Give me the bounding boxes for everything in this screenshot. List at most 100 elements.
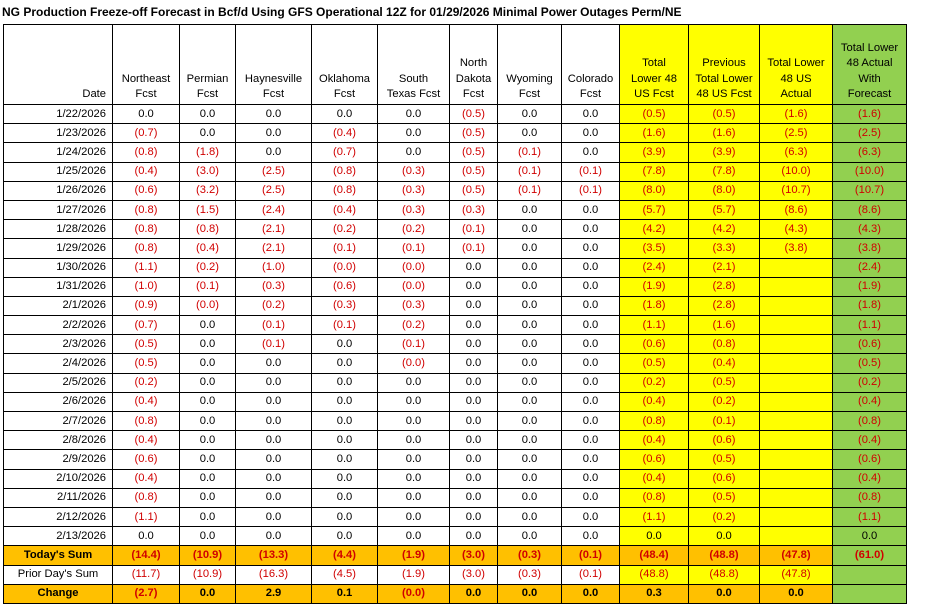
- table-cell: (3.8): [832, 238, 907, 259]
- table-cell: (1.9): [832, 276, 907, 297]
- row-label: 1/23/2026: [3, 123, 113, 144]
- table-cell: (0.4): [112, 161, 180, 182]
- table-cell: 0.0: [449, 449, 498, 470]
- table-title: NG Production Freeze-off Forecast in Bcf…: [2, 5, 682, 19]
- column-header-line: [7, 41, 106, 57]
- table-cell: 0.0: [497, 219, 562, 240]
- row-label: 2/7/2026: [3, 410, 113, 432]
- table-cell: 0.0: [311, 410, 378, 432]
- prior-days-sum-row: Prior Day's Sum (11.7) (10.9) (16.3) (4.5) (1…: [3, 564, 907, 585]
- table-cell: 0.0: [497, 199, 562, 221]
- table-cell: 0.0: [311, 506, 378, 528]
- column-header-line: [381, 56, 446, 72]
- table-cell: (2.4): [235, 199, 312, 221]
- table-cell: 0.0: [561, 372, 620, 393]
- table-cell: (0.1): [497, 161, 562, 182]
- table-cell: 0.0: [179, 353, 236, 374]
- column-header-line: [183, 41, 232, 57]
- table-cell: 0.0: [235, 430, 312, 451]
- table-cell: (0.5): [449, 103, 498, 125]
- row-label: 1/29/2026: [3, 238, 113, 259]
- column-header-line: North: [459, 57, 488, 70]
- table-cell: (2.8): [688, 295, 760, 317]
- table-cell: 0.0: [497, 372, 562, 393]
- table-cell: 0.0: [179, 506, 236, 528]
- table-cell: (6.3): [832, 142, 907, 163]
- column-header-line: Fcst: [262, 88, 285, 101]
- table-cell: (0.3): [377, 295, 450, 317]
- table-cell: 0.0: [235, 372, 312, 393]
- table-cell: (0.7): [112, 315, 180, 336]
- table-cell: 0.0: [449, 353, 498, 374]
- table-cell: (0.5): [619, 103, 689, 125]
- table-cell: (6.3): [759, 142, 833, 163]
- table-cell: (2.5): [235, 180, 312, 201]
- table-cell: (0.2): [235, 295, 312, 317]
- table-cell: 0.0: [179, 430, 236, 451]
- table-row: 1/23/2026 (0.7) 0.0 0.0 (0.4) 0.0 (0.5) 0.0 0.0(…: [3, 123, 907, 144]
- table-cell: (2.4): [832, 257, 907, 278]
- table-cell: 0.0: [688, 526, 760, 547]
- table-row: 1/27/2026 (0.8) (1.5) (2.4) (0.4) (0.3) (0.3) 0…: [3, 199, 907, 221]
- table-cell: 0.0: [235, 506, 312, 528]
- table-cell: (0.1): [179, 276, 236, 297]
- table-cell: 0.0: [497, 468, 562, 489]
- column-header-line: [381, 41, 446, 57]
- column-header-line: [7, 26, 106, 41]
- table-cell: 0.0: [311, 449, 378, 470]
- table-cell: (0.4): [619, 468, 689, 489]
- table-cell: 0.0: [179, 334, 236, 355]
- table-cell: (2.8): [688, 276, 760, 297]
- table-cell: [832, 564, 907, 585]
- table-cell: (8.0): [688, 180, 760, 201]
- table-cell: (0.5): [449, 142, 498, 163]
- table-cell: [759, 526, 833, 547]
- column-header-line: Fcst: [518, 88, 541, 101]
- table-cell: (10.0): [832, 161, 907, 182]
- table-cell: (2.4): [619, 257, 689, 278]
- table-cell: (2.5): [832, 123, 907, 144]
- table-cell: (3.9): [619, 142, 689, 163]
- table-cell: (1.0): [235, 257, 312, 278]
- table-cell: (0.5): [112, 353, 180, 374]
- table-header: Date Northeast Fcst Permian Fcst Haynesvil…: [3, 24, 907, 105]
- table-row: 1/25/2026 (0.4) (3.0) (2.5) (0.8) (0.3) (0.5)(…: [3, 161, 907, 182]
- table-cell: 0.0: [561, 468, 620, 489]
- table-cell: (0.8): [112, 238, 180, 259]
- table-cell: 0.0: [497, 526, 562, 547]
- table-cell: (0.5): [449, 161, 498, 182]
- column-header-line: [453, 41, 494, 57]
- table-row: 2/7/2026 (0.8) 0.0 0.0 0.0 0.0 0.0 0.0 0.0 (0.8)(…: [3, 410, 907, 432]
- table-cell: 0.0: [311, 526, 378, 547]
- table-cell: 0.0: [759, 583, 833, 604]
- table-cell: 0.0: [497, 391, 562, 413]
- column-header-line: Wyoming: [506, 72, 553, 85]
- table-cell: 0.0: [619, 526, 689, 547]
- table-cell: (0.1): [235, 315, 312, 336]
- table-cell: (0.3): [449, 199, 498, 221]
- table-cell: (0.0): [377, 583, 450, 604]
- table-cell: (1.8): [179, 142, 236, 163]
- column-header-line: Total Lower: [767, 57, 825, 70]
- column-header-line: [183, 56, 232, 72]
- table-cell: (0.6): [112, 449, 180, 470]
- table-cell: 0.0: [377, 123, 450, 144]
- table-cell: (0.8): [112, 219, 180, 240]
- table-cell: 0.0: [561, 315, 620, 336]
- table-cell: (1.1): [619, 506, 689, 528]
- column-header-line: South: [398, 72, 429, 85]
- table-cell: 0.0: [497, 315, 562, 336]
- column-header: Total Lower 48 US Fcst: [619, 24, 689, 105]
- table-cell: [759, 315, 833, 336]
- table-cell: 0.0: [311, 353, 378, 374]
- table-body: 1/22/2026 0.0 0.0 0.0 0.0 0.0 (0.5) 0.0 0.0 (0.5)…: [3, 103, 907, 604]
- table-cell: (0.0): [377, 353, 450, 374]
- table-cell: (0.9): [112, 295, 180, 317]
- table-row: 1/22/2026 0.0 0.0 0.0 0.0 0.0 (0.5) 0.0 0.0 (0.5)…: [3, 103, 907, 125]
- table-cell: (1.9): [377, 564, 450, 585]
- table-cell: 0.0: [112, 103, 180, 125]
- table-cell: 0.0: [561, 276, 620, 297]
- table-cell: 0.0: [561, 353, 620, 374]
- table-cell: (8.0): [619, 180, 689, 201]
- table-cell: (0.3): [497, 564, 562, 585]
